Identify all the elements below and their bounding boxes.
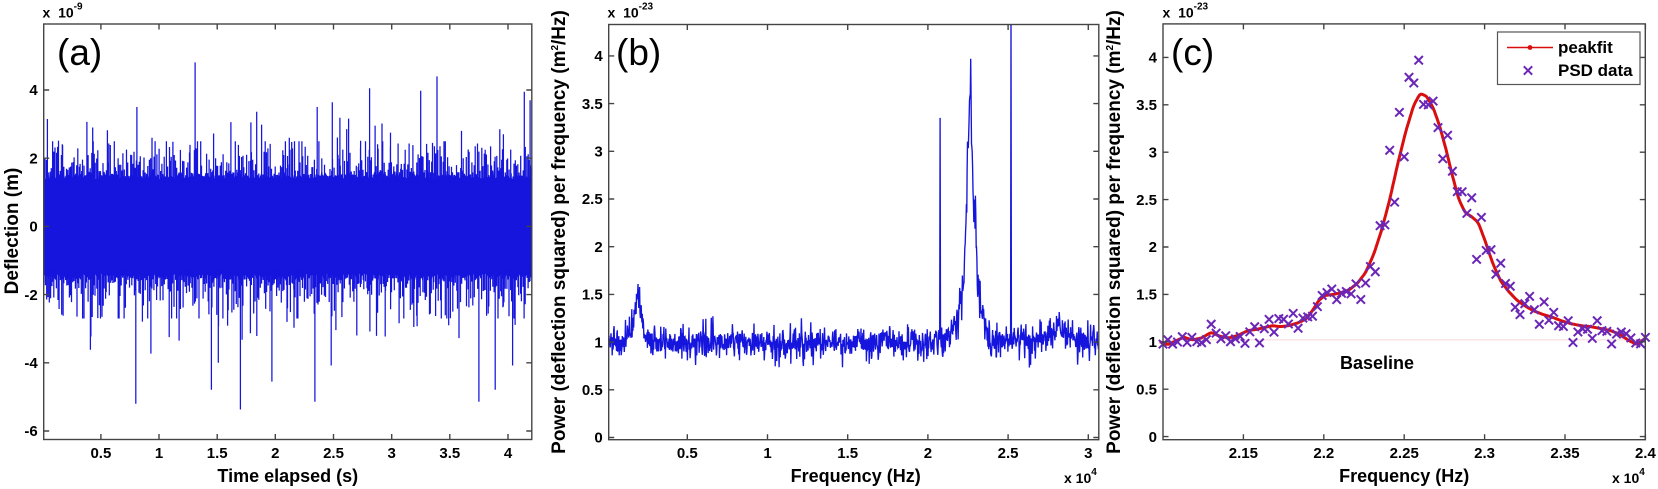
svg-text:Time elapsed (s): Time elapsed (s) (217, 466, 358, 486)
svg-text:0: 0 (1149, 429, 1157, 446)
svg-text:2.15: 2.15 (1229, 445, 1258, 462)
svg-text:3.5: 3.5 (1136, 97, 1157, 114)
svg-text:0.5: 0.5 (90, 445, 111, 462)
svg-text:2.5: 2.5 (998, 445, 1019, 462)
svg-text:Deflection (m): Deflection (m) (2, 168, 23, 295)
svg-text:Baseline: Baseline (1340, 353, 1414, 373)
svg-text:(c): (c) (1171, 32, 1214, 73)
svg-text:2: 2 (594, 239, 602, 256)
svg-text:4: 4 (504, 445, 513, 462)
svg-text:2.35: 2.35 (1550, 445, 1579, 462)
svg-text:1: 1 (1149, 334, 1157, 351)
svg-text:1.5: 1.5 (1136, 287, 1157, 304)
svg-text:3.5: 3.5 (439, 445, 460, 462)
svg-text:0.5: 0.5 (1136, 381, 1157, 398)
svg-text:3: 3 (1149, 144, 1157, 161)
svg-text:x 104: x 104 (1612, 467, 1645, 486)
svg-text:(a): (a) (57, 32, 102, 73)
svg-text:2.5: 2.5 (582, 191, 603, 208)
svg-text:4: 4 (594, 48, 603, 65)
svg-text:0: 0 (594, 430, 602, 447)
svg-text:2.5: 2.5 (1136, 192, 1157, 209)
svg-text:x 104: x 104 (1064, 467, 1097, 486)
svg-text:2.5: 2.5 (323, 445, 344, 462)
svg-text:-4: -4 (24, 355, 38, 372)
svg-text:1: 1 (763, 445, 771, 462)
svg-text:-6: -6 (24, 423, 37, 440)
svg-text:2.25: 2.25 (1390, 445, 1419, 462)
svg-text:1: 1 (155, 445, 163, 462)
svg-text:3: 3 (388, 445, 396, 462)
svg-text:(b): (b) (616, 32, 661, 73)
svg-text:2: 2 (924, 445, 932, 462)
svg-text:Power (deflection squared) per: Power (deflection squared) per frequency… (549, 10, 570, 454)
svg-text:3: 3 (594, 144, 602, 161)
svg-text:2.4: 2.4 (1635, 445, 1657, 462)
svg-text:peakfit: peakfit (1558, 38, 1613, 57)
svg-text:1.5: 1.5 (837, 445, 858, 462)
svg-text:2: 2 (29, 150, 37, 167)
svg-text:2: 2 (1149, 239, 1157, 256)
svg-text:2.3: 2.3 (1474, 445, 1495, 462)
svg-text:x 10-9: x 10-9 (43, 2, 83, 21)
svg-text:-2: -2 (24, 287, 37, 304)
svg-text:0: 0 (29, 219, 37, 236)
svg-text:1.5: 1.5 (207, 445, 228, 462)
svg-text:0.5: 0.5 (582, 382, 603, 399)
svg-text:1.5: 1.5 (582, 287, 603, 304)
svg-text:1: 1 (594, 334, 602, 351)
svg-text:0.5: 0.5 (677, 445, 698, 462)
svg-text:3.5: 3.5 (582, 96, 603, 113)
svg-text:2.2: 2.2 (1313, 445, 1334, 462)
svg-text:Power (deflection squared) per: Power (deflection squared) per frequency… (1104, 10, 1125, 454)
svg-text:3: 3 (1084, 445, 1092, 462)
svg-text:2: 2 (271, 445, 279, 462)
svg-text:Frequency (Hz): Frequency (Hz) (791, 466, 921, 486)
svg-text:PSD data: PSD data (1558, 61, 1633, 80)
svg-text:Frequency (Hz): Frequency (Hz) (1339, 466, 1469, 486)
svg-text:4: 4 (1149, 50, 1158, 67)
svg-text:4: 4 (29, 82, 38, 99)
